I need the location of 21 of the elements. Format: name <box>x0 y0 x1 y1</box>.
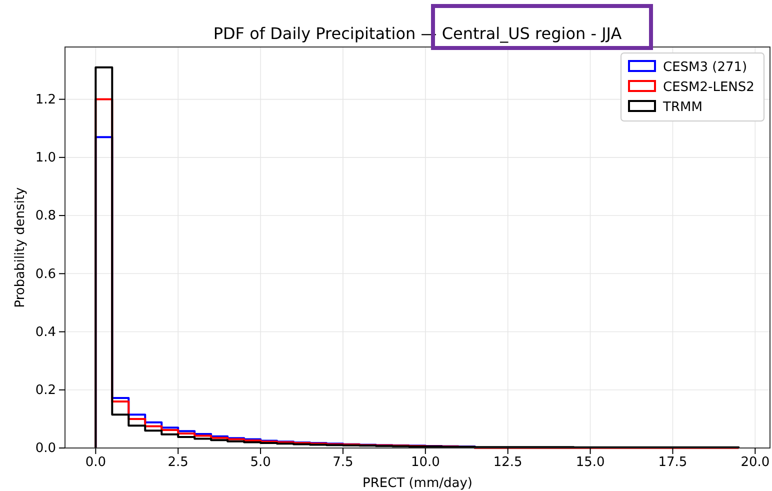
x-tick-label: 15.0 <box>576 455 605 470</box>
x-tick-label: 17.5 <box>658 455 688 470</box>
y-tick-label: 0.2 <box>35 383 56 398</box>
x-axis-title: PRECT (mm/day) <box>362 476 472 491</box>
y-tick-label: 0.4 <box>35 324 56 340</box>
x-tick-label: 10.0 <box>410 455 440 470</box>
x-tick-label: 20.0 <box>740 455 770 470</box>
y-tick-label: 1.0 <box>35 150 56 166</box>
x-tick-label: 12.5 <box>493 455 522 470</box>
x-tick-label: 7.5 <box>332 455 354 470</box>
y-tick-label: 0.0 <box>35 441 56 456</box>
x-tick-label: 5.0 <box>250 455 271 470</box>
x-tick-label: 2.5 <box>168 455 188 470</box>
y-tick-label: 0.6 <box>35 266 56 282</box>
y-tick-label: 0.8 <box>35 208 56 224</box>
legend-label: CESM3 (271) <box>663 60 748 75</box>
y-axis-title: Probability density <box>13 186 28 308</box>
legend-label: CESM2-LENS2 <box>663 80 754 95</box>
y-tick-label: 1.2 <box>35 92 56 108</box>
legend-label: TRMM <box>662 100 702 115</box>
x-tick-label: 0.0 <box>85 455 106 470</box>
